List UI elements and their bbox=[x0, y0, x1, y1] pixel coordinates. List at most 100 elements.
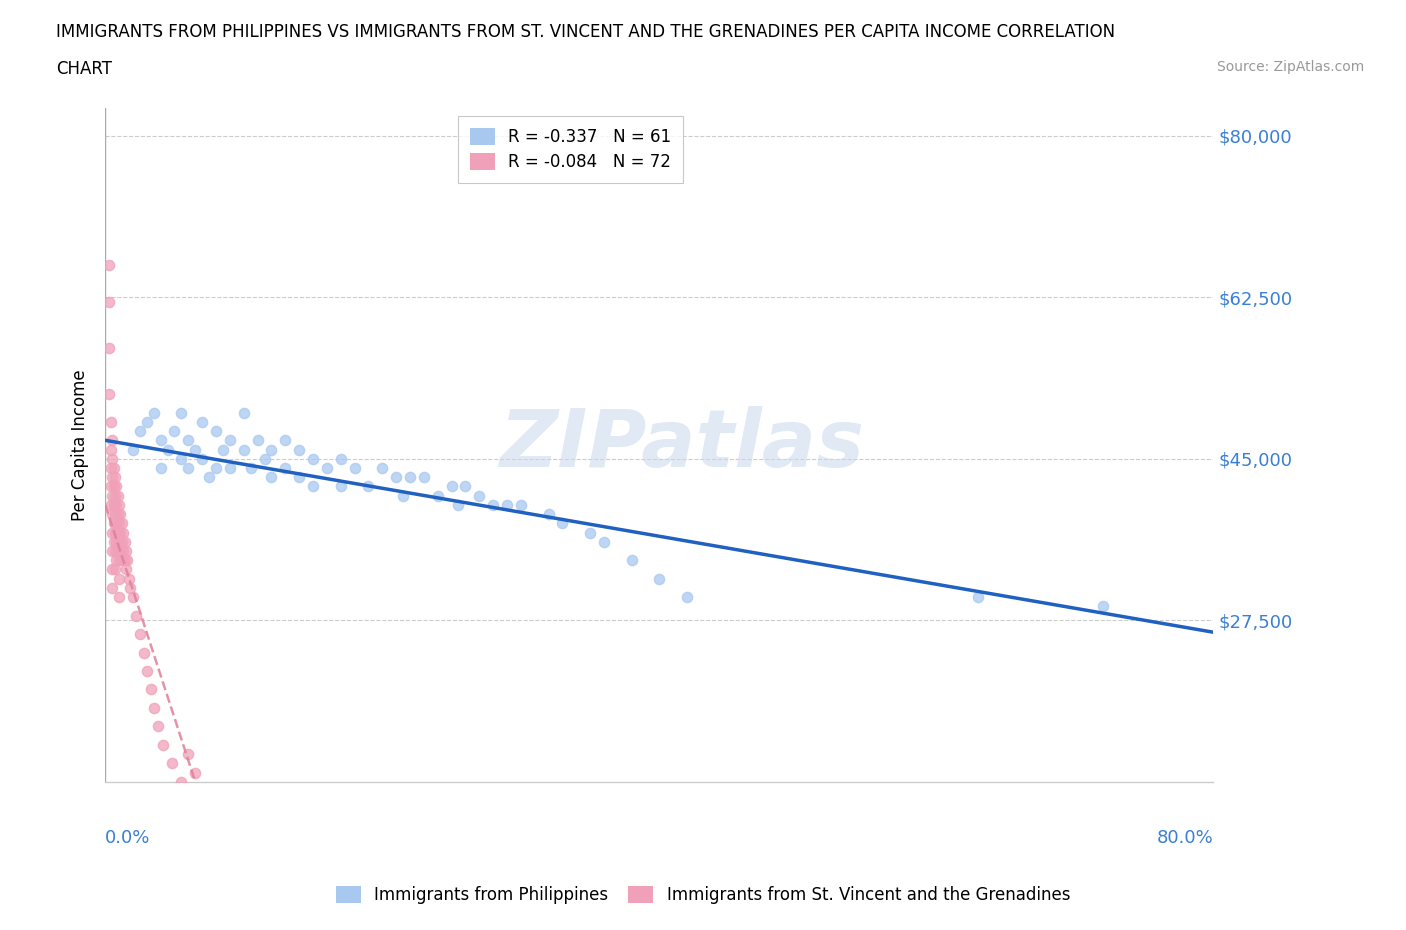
Point bbox=[132, 645, 155, 660]
Point bbox=[246, 432, 269, 447]
Point bbox=[496, 498, 519, 512]
Point bbox=[105, 479, 128, 494]
Point bbox=[128, 627, 150, 642]
Text: CHART: CHART bbox=[56, 60, 112, 78]
Point bbox=[156, 442, 179, 457]
Point bbox=[105, 516, 128, 531]
Point bbox=[593, 535, 616, 550]
Text: Source: ZipAtlas.com: Source: ZipAtlas.com bbox=[1216, 60, 1364, 74]
Point bbox=[482, 498, 505, 512]
Point bbox=[343, 460, 366, 475]
Point bbox=[579, 525, 602, 540]
Point bbox=[101, 544, 124, 559]
Point bbox=[108, 516, 131, 531]
Point bbox=[551, 516, 574, 531]
Point bbox=[100, 415, 122, 430]
Point bbox=[468, 488, 491, 503]
Point bbox=[177, 747, 200, 762]
Point bbox=[149, 432, 172, 447]
Point bbox=[107, 507, 129, 522]
Point bbox=[125, 608, 148, 623]
Point bbox=[110, 525, 132, 540]
Point bbox=[100, 479, 122, 494]
Point bbox=[302, 451, 325, 466]
Point bbox=[104, 470, 127, 485]
Point bbox=[101, 525, 124, 540]
Point bbox=[357, 479, 380, 494]
Point bbox=[440, 479, 463, 494]
Point bbox=[107, 488, 129, 503]
Point bbox=[108, 571, 131, 586]
Point bbox=[288, 470, 311, 485]
Point bbox=[103, 535, 125, 550]
Y-axis label: Per Capita Income: Per Capita Income bbox=[72, 369, 89, 521]
Point bbox=[142, 700, 165, 715]
Point bbox=[288, 442, 311, 457]
Point bbox=[139, 682, 162, 697]
Point bbox=[108, 552, 131, 567]
Point bbox=[111, 552, 134, 567]
Point bbox=[142, 405, 165, 420]
Point bbox=[412, 470, 434, 485]
Point bbox=[371, 460, 394, 475]
Point bbox=[101, 580, 124, 595]
Point bbox=[104, 525, 127, 540]
Point bbox=[315, 460, 337, 475]
Point bbox=[212, 442, 235, 457]
Point bbox=[160, 756, 183, 771]
Point bbox=[135, 664, 157, 679]
Point bbox=[122, 442, 145, 457]
Point bbox=[620, 552, 643, 567]
Point bbox=[111, 516, 134, 531]
Point bbox=[104, 507, 127, 522]
Point bbox=[239, 460, 262, 475]
Point bbox=[108, 590, 131, 604]
Point bbox=[232, 405, 254, 420]
Point bbox=[219, 432, 242, 447]
Point bbox=[98, 295, 121, 310]
Text: ZIPatlas: ZIPatlas bbox=[499, 405, 865, 484]
Point bbox=[219, 460, 242, 475]
Point bbox=[205, 460, 228, 475]
Point bbox=[100, 460, 122, 475]
Point bbox=[537, 507, 560, 522]
Point bbox=[104, 544, 127, 559]
Legend: R = -0.337   N = 61, R = -0.084   N = 72: R = -0.337 N = 61, R = -0.084 N = 72 bbox=[458, 116, 683, 182]
Point bbox=[101, 451, 124, 466]
Point bbox=[191, 451, 214, 466]
Point bbox=[108, 535, 131, 550]
Point bbox=[103, 460, 125, 475]
Point bbox=[1091, 599, 1114, 614]
Point bbox=[260, 470, 283, 485]
Point bbox=[115, 544, 138, 559]
Point bbox=[111, 535, 134, 550]
Point bbox=[128, 423, 150, 438]
Point bbox=[114, 535, 136, 550]
Point bbox=[110, 507, 132, 522]
Point bbox=[177, 460, 200, 475]
Point bbox=[184, 765, 207, 780]
Point bbox=[170, 775, 193, 790]
Point bbox=[107, 544, 129, 559]
Point bbox=[191, 415, 214, 430]
Point bbox=[184, 442, 207, 457]
Point bbox=[149, 460, 172, 475]
Point bbox=[101, 507, 124, 522]
Point bbox=[103, 479, 125, 494]
Point bbox=[115, 562, 138, 577]
Point bbox=[120, 580, 142, 595]
Point bbox=[399, 470, 422, 485]
Point bbox=[110, 544, 132, 559]
Point bbox=[122, 590, 145, 604]
Point bbox=[105, 535, 128, 550]
Point bbox=[118, 571, 141, 586]
Point bbox=[98, 258, 121, 272]
Point bbox=[260, 442, 283, 457]
Point bbox=[205, 423, 228, 438]
Point bbox=[101, 470, 124, 485]
Point bbox=[163, 423, 186, 438]
Point bbox=[392, 488, 415, 503]
Point bbox=[135, 415, 157, 430]
Point bbox=[385, 470, 408, 485]
Point bbox=[105, 552, 128, 567]
